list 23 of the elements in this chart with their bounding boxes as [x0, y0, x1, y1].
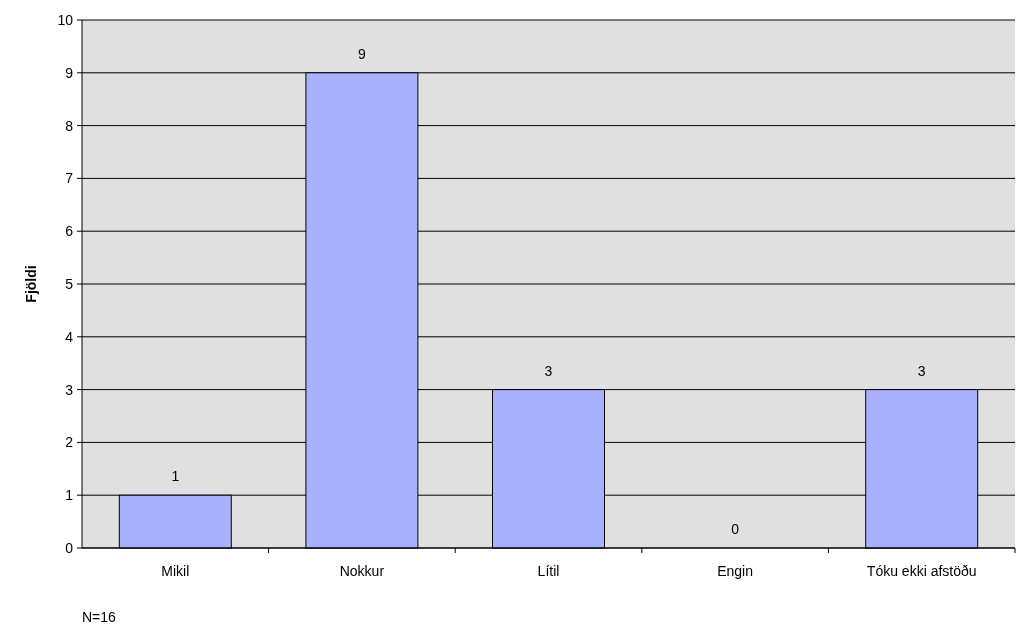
y-tick-label: 6	[65, 223, 74, 240]
y-tick-label: 8	[65, 117, 74, 134]
y-tick-label: 3	[65, 381, 74, 398]
y-tick-label: 5	[65, 275, 74, 292]
data-label: 0	[731, 521, 740, 537]
x-tick-label: Tóku ekki afstöðu	[866, 563, 977, 579]
x-tick-label: Nokkur	[339, 563, 385, 579]
y-tick-label: 1	[65, 487, 74, 504]
data-label: 9	[358, 45, 366, 62]
y-tick-label: 2	[65, 434, 74, 451]
y-axis-title: Fjöldi	[23, 265, 39, 303]
y-tick-label: 9	[65, 64, 74, 81]
text: N=16	[82, 609, 117, 625]
y-tick-label: 10	[57, 11, 74, 28]
x-tick-label: Lítil	[537, 563, 560, 579]
y-tick-label: 0	[65, 539, 74, 556]
y-tick-label: 4	[65, 328, 74, 345]
x-tick-label: Engin	[717, 563, 754, 579]
data-label: 3	[544, 362, 553, 379]
x-tick-label: Mikil	[161, 563, 190, 579]
y-tick-label: 7	[65, 170, 74, 187]
data-label: 1	[171, 468, 180, 485]
data-label: 3	[917, 362, 926, 379]
